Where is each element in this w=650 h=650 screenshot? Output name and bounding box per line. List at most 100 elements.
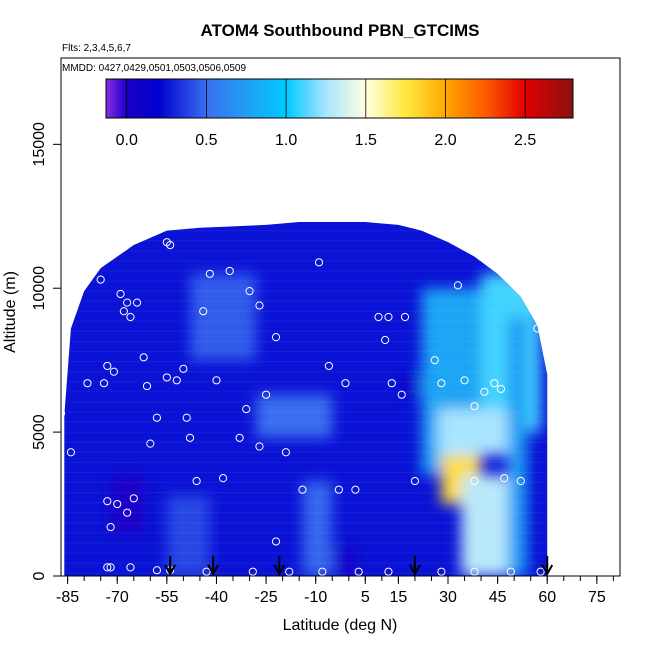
chart-title: ATOM4 Southbound PBN_GTCIMS bbox=[201, 21, 480, 40]
field-patch bbox=[110, 475, 144, 533]
arrow-marker bbox=[409, 555, 421, 577]
sample-point bbox=[496, 384, 506, 394]
sample-point bbox=[410, 476, 420, 486]
sample-point bbox=[162, 238, 171, 247]
band-stripe bbox=[64, 350, 548, 353]
x-tick-label: -70 bbox=[106, 589, 129, 606]
x-tick-label: 5 bbox=[361, 589, 370, 606]
band-stripe bbox=[64, 260, 548, 262]
sample-point bbox=[172, 376, 181, 385]
sample-point bbox=[285, 567, 294, 576]
band-stripe bbox=[64, 270, 548, 272]
sample-point bbox=[397, 390, 406, 399]
band-stripe bbox=[64, 441, 548, 443]
sample-point bbox=[205, 269, 214, 278]
band-stripe bbox=[64, 502, 548, 504]
y-tick-label: 0 bbox=[31, 571, 48, 580]
band-stripe bbox=[64, 401, 548, 403]
band-stripe bbox=[64, 381, 548, 383]
sample-point bbox=[384, 312, 393, 322]
band-stripe bbox=[64, 542, 548, 544]
band-stripe bbox=[64, 461, 548, 463]
sample-point bbox=[103, 361, 112, 371]
band-stripe bbox=[64, 230, 548, 232]
x-tick-label: 15 bbox=[389, 589, 407, 606]
band-stripe bbox=[64, 512, 548, 514]
sample-point bbox=[460, 376, 469, 385]
colorbar-tick-label: 0.5 bbox=[195, 132, 217, 149]
sample-points bbox=[56, 238, 545, 576]
sample-point bbox=[235, 433, 244, 442]
sample-point bbox=[109, 367, 119, 376]
band-stripe bbox=[64, 562, 548, 564]
flights-note: Flts: 2,3,4,5,6,7 bbox=[62, 43, 131, 54]
band-stripe bbox=[64, 552, 548, 554]
band-stripe bbox=[64, 431, 548, 433]
band-stripe bbox=[64, 280, 548, 282]
field-patch bbox=[507, 317, 528, 576]
sample-point bbox=[146, 439, 155, 448]
sample-point bbox=[430, 356, 439, 365]
sample-point bbox=[437, 379, 446, 388]
sample-point bbox=[351, 485, 360, 494]
sample-point bbox=[142, 381, 152, 391]
sample-point bbox=[437, 567, 446, 576]
x-tick-label: 30 bbox=[439, 589, 457, 606]
sample-point bbox=[374, 312, 383, 322]
band-stripe bbox=[64, 290, 548, 292]
field-patch bbox=[438, 409, 508, 456]
sample-point bbox=[139, 353, 148, 362]
sample-point bbox=[185, 433, 195, 442]
sample-point bbox=[152, 413, 162, 422]
colorbar-tick-label: 2.0 bbox=[434, 132, 456, 149]
sample-point bbox=[480, 387, 489, 396]
x-tick-label: 75 bbox=[588, 589, 606, 606]
band-stripe bbox=[64, 371, 548, 373]
sample-point bbox=[500, 474, 509, 483]
band-stripe bbox=[64, 240, 548, 242]
sample-point bbox=[470, 567, 479, 576]
sample-point bbox=[314, 258, 324, 267]
sample-point bbox=[245, 287, 254, 296]
band-stripe bbox=[64, 361, 548, 363]
y-tick-label: 5000 bbox=[31, 414, 48, 450]
sample-point bbox=[533, 324, 542, 333]
sample-point bbox=[324, 361, 334, 371]
sample-point bbox=[116, 289, 125, 299]
band-stripe bbox=[64, 451, 548, 453]
sample-point bbox=[255, 301, 264, 310]
sample-point bbox=[384, 567, 393, 576]
y-axis-label: Altitude (m) bbox=[2, 271, 19, 353]
sample-point bbox=[453, 281, 463, 290]
sample-point bbox=[162, 373, 171, 382]
arrow-marker bbox=[541, 555, 554, 577]
band-stripe bbox=[64, 340, 548, 343]
sample-point bbox=[106, 522, 115, 532]
plot-frame bbox=[60, 57, 621, 577]
sample-point bbox=[96, 275, 105, 284]
band-stripe bbox=[64, 421, 548, 423]
sample-point bbox=[400, 312, 410, 322]
sample-point bbox=[123, 508, 132, 517]
field-patch bbox=[256, 394, 333, 438]
sample-point bbox=[281, 448, 291, 457]
x-axis: -85 -70 -55 -40 -25 -10 5 15 30 45 60 75 bbox=[56, 576, 614, 606]
sample-point bbox=[70, 298, 79, 307]
sample-point bbox=[318, 567, 327, 576]
sample-point bbox=[103, 563, 112, 572]
arrow-markers bbox=[164, 555, 554, 577]
arrow-marker bbox=[273, 555, 286, 577]
sample-point bbox=[113, 499, 122, 509]
sample-point bbox=[99, 379, 109, 388]
sample-point bbox=[152, 566, 162, 575]
sample-point bbox=[334, 485, 343, 494]
sample-point bbox=[103, 497, 112, 506]
sample-point bbox=[261, 390, 271, 399]
sample-point bbox=[119, 307, 128, 316]
arrow-marker bbox=[207, 555, 220, 577]
sample-point bbox=[123, 298, 132, 307]
sample-point bbox=[470, 476, 479, 486]
sample-point bbox=[381, 335, 390, 345]
band-stripe bbox=[64, 471, 548, 474]
